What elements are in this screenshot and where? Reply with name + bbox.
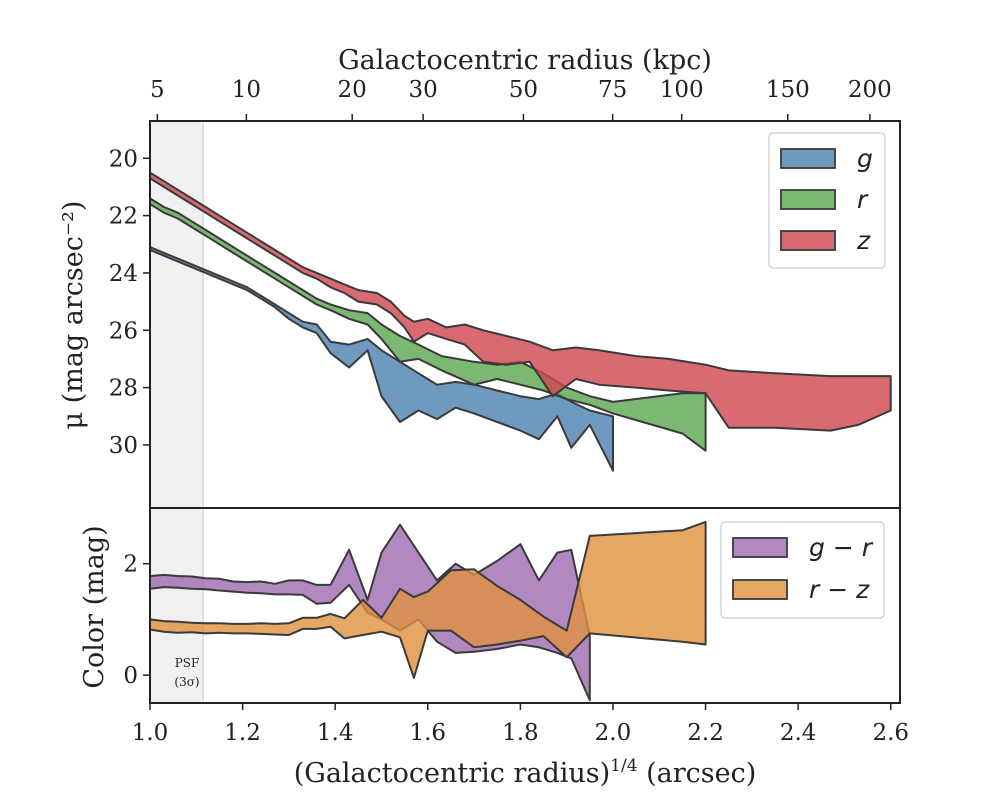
kpc-tick-label: 5: [150, 77, 165, 103]
xtick-label: 1.4: [317, 720, 354, 746]
color-ytick-label: 2: [123, 552, 138, 578]
xtick-label: 2.6: [872, 720, 909, 746]
xtick-label: 1.6: [409, 720, 446, 746]
mu-ytick-label: 22: [109, 204, 138, 230]
psf-label: PSF: [175, 656, 200, 670]
xtick-label: 2.0: [595, 720, 632, 746]
mu-ytick-label: 28: [109, 376, 138, 402]
color-ytick-label: 0: [123, 663, 138, 689]
mu-legend-swatch: [780, 230, 836, 251]
kpc-tick-label: 200: [848, 77, 892, 103]
mu-legend-label: r: [857, 185, 869, 214]
legend-surface-brightness: grz: [768, 132, 886, 269]
mu-legend-swatch: [780, 189, 836, 210]
color-legend-swatch: [732, 579, 788, 600]
mu-y-axis-label: μ (mag arcsec⁻²): [58, 201, 89, 430]
psf-sigma-label: (3σ): [174, 675, 199, 689]
color-legend-swatch: [732, 537, 788, 558]
mu-band-r: [150, 197, 707, 452]
mu-ytick-label: 30: [109, 433, 138, 459]
mu-ytick-label: 20: [109, 146, 138, 172]
x-axis-label: (Galactocentric radius)1/4 (arcsec): [294, 756, 757, 789]
color-y-axis-label: Color (mag): [79, 525, 110, 688]
kpc-tick-label: 150: [766, 77, 810, 103]
xtick-label: 1.0: [132, 720, 169, 746]
kpc-tick-label: 30: [409, 77, 438, 103]
color-legend-label: r − z: [809, 575, 870, 604]
kpc-tick-label: 10: [232, 77, 261, 103]
mu-band-z: [150, 171, 892, 432]
xtick-label: 1.2: [224, 720, 261, 746]
mu-band-g: [150, 246, 614, 472]
xtick-label: 1.8: [502, 720, 539, 746]
psf-band-top: [150, 121, 204, 508]
color-legend-label: g − r: [809, 533, 874, 562]
mu-ytick-label: 24: [109, 261, 138, 287]
legend-color: g − r r − z: [720, 521, 885, 619]
mu-legend-swatch: [780, 148, 836, 169]
kpc-tick-label: 50: [509, 77, 538, 103]
xtick-label: 2.2: [687, 720, 724, 746]
kpc-tick-label: 20: [338, 77, 367, 103]
color-band-rz: [150, 520, 707, 679]
kpc-tick-label: 100: [660, 77, 704, 103]
mu-ytick-label: 26: [109, 318, 138, 344]
top-axis-label: Galactocentric radius (kpc): [338, 45, 712, 76]
kpc-tick-label: 75: [598, 77, 627, 103]
mu-legend-label: z: [856, 226, 871, 255]
mu-legend-label: g: [857, 144, 873, 173]
bottom-panel-frame: [149, 507, 901, 704]
psf-band-bottom: [150, 508, 204, 703]
xtick-label: 2.4: [780, 720, 817, 746]
